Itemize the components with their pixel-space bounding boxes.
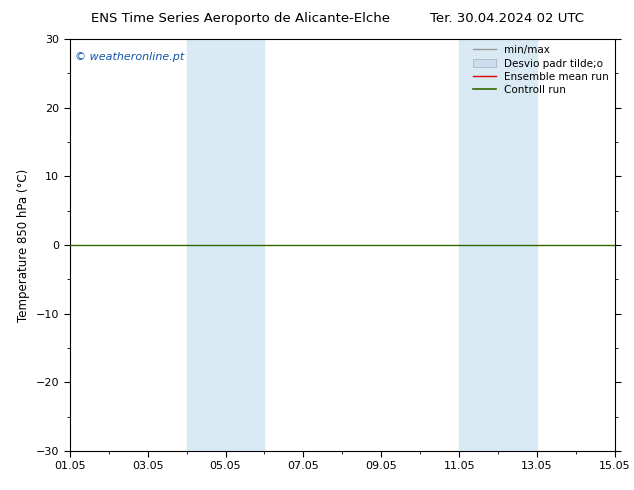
Bar	[459, 39, 537, 451]
Bar	[186, 39, 264, 451]
Text: ENS Time Series Aeroporto de Alicante-Elche: ENS Time Series Aeroporto de Alicante-El…	[91, 12, 391, 25]
Text: © weatheronline.pt: © weatheronline.pt	[75, 51, 184, 62]
Legend: min/max, Desvio padr tilde;o, Ensemble mean run, Controll run: min/max, Desvio padr tilde;o, Ensemble m…	[469, 41, 613, 99]
Y-axis label: Temperature 850 hPa (°C): Temperature 850 hPa (°C)	[17, 169, 30, 321]
Text: Ter. 30.04.2024 02 UTC: Ter. 30.04.2024 02 UTC	[430, 12, 584, 25]
